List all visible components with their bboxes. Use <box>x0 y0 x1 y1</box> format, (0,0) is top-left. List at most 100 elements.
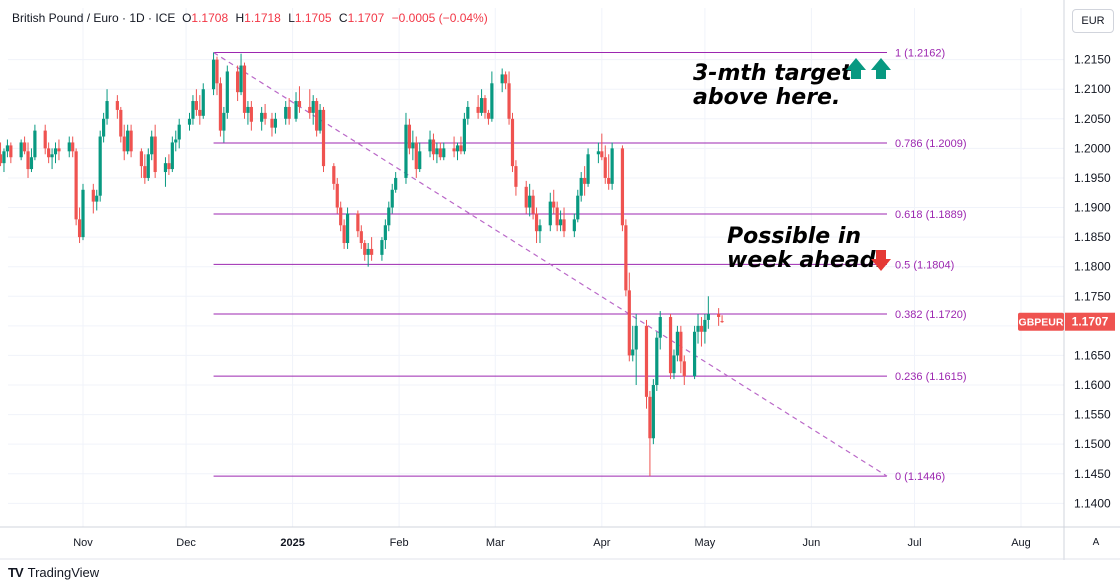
candle-body[interactable] <box>510 118 515 167</box>
candle-body[interactable] <box>222 112 226 131</box>
candle-body[interactable] <box>634 325 638 350</box>
candle-body[interactable] <box>717 314 721 317</box>
candle-body[interactable] <box>153 136 157 173</box>
candle-body[interactable] <box>0 154 3 164</box>
candle-body[interactable] <box>600 151 604 158</box>
candle-body[interactable] <box>332 166 336 184</box>
candle-body[interactable] <box>479 98 484 113</box>
candle-body[interactable] <box>380 240 384 255</box>
candle-body[interactable] <box>648 396 652 439</box>
candle-body[interactable] <box>57 148 61 152</box>
candle-body[interactable] <box>483 98 487 113</box>
candle-body[interactable] <box>672 355 676 374</box>
candle-body[interactable] <box>356 213 360 232</box>
candle-body[interactable] <box>146 154 150 178</box>
candle-body[interactable] <box>239 65 243 93</box>
candle-body[interactable] <box>33 130 37 158</box>
candle-body[interactable] <box>47 148 51 158</box>
candle-body[interactable] <box>43 130 47 149</box>
candle-body[interactable] <box>126 130 130 152</box>
candle-body[interactable] <box>404 124 408 178</box>
candle-body[interactable] <box>170 142 174 170</box>
candle-body[interactable] <box>74 151 78 220</box>
candle-body[interactable] <box>311 101 315 113</box>
candle-body[interactable] <box>260 112 264 122</box>
candle-body[interactable] <box>91 189 95 202</box>
candle-body[interactable] <box>81 189 85 238</box>
candle-body[interactable] <box>163 163 168 173</box>
candle-body[interactable] <box>720 321 724 323</box>
candle-body[interactable] <box>699 325 704 332</box>
candle-body[interactable] <box>321 109 326 167</box>
candle-body[interactable] <box>531 195 535 214</box>
branding[interactable]: TV TradingView <box>8 565 99 580</box>
candle-body[interactable] <box>552 201 556 208</box>
candle-body[interactable] <box>9 145 13 158</box>
trendline[interactable] <box>213 52 888 477</box>
candle-body[interactable] <box>524 186 528 208</box>
candle-body[interactable] <box>22 142 27 152</box>
candle-body[interactable] <box>177 124 181 140</box>
candle-body[interactable] <box>29 157 34 170</box>
candle-body[interactable] <box>387 207 391 226</box>
candle-body[interactable] <box>679 331 683 362</box>
candle-body[interactable] <box>198 109 202 116</box>
candle-body[interactable] <box>462 118 466 152</box>
candle-body[interactable] <box>466 106 470 119</box>
candle-body[interactable] <box>452 148 456 152</box>
candle-body[interactable] <box>528 195 532 208</box>
candle-body[interactable] <box>668 316 673 374</box>
candle-body[interactable] <box>558 219 563 226</box>
candle-body[interactable] <box>174 139 178 143</box>
candle-body[interactable] <box>486 112 491 119</box>
candle-body[interactable] <box>548 201 552 226</box>
candle-body[interactable] <box>555 207 559 226</box>
candle-body[interactable] <box>236 71 240 93</box>
candle-body[interactable] <box>242 65 247 113</box>
candle-body[interactable] <box>607 177 611 184</box>
candle-body[interactable] <box>418 151 422 170</box>
candle-body[interactable] <box>507 83 511 119</box>
candle-body[interactable] <box>315 101 319 131</box>
candle-body[interactable] <box>438 148 442 158</box>
candle-body[interactable] <box>308 106 312 113</box>
candle-body[interactable] <box>534 213 539 232</box>
candle-body[interactable] <box>26 151 30 170</box>
candle-body[interactable] <box>428 139 432 152</box>
candle-body[interactable] <box>270 118 274 128</box>
candle-body[interactable] <box>442 148 446 158</box>
candle-body[interactable] <box>359 231 363 244</box>
candle-body[interactable] <box>263 112 267 119</box>
candle-body[interactable] <box>119 109 123 137</box>
candle-body[interactable] <box>294 101 298 119</box>
candle-body[interactable] <box>187 118 192 125</box>
candle-body[interactable] <box>576 195 580 220</box>
candle-body[interactable] <box>596 151 600 155</box>
candle-body[interactable] <box>67 142 71 152</box>
candle-body[interactable] <box>658 316 662 338</box>
candle-body[interactable] <box>211 59 216 90</box>
candle-body[interactable] <box>655 337 659 386</box>
candle-body[interactable] <box>500 74 504 84</box>
candle-body[interactable] <box>218 83 223 131</box>
candle-body[interactable] <box>414 142 418 170</box>
candle-body[interactable] <box>201 89 205 116</box>
auto-scale-button[interactable]: A <box>1092 537 1100 548</box>
candle-body[interactable] <box>682 361 686 377</box>
candle-body[interactable] <box>249 106 253 122</box>
candle-body[interactable] <box>129 130 133 152</box>
candle-body[interactable] <box>105 101 109 119</box>
candle-body[interactable] <box>284 106 288 119</box>
candle-body[interactable] <box>586 154 590 184</box>
candle-body[interactable] <box>167 163 171 170</box>
candle-body[interactable] <box>455 145 460 152</box>
candle-body[interactable] <box>297 101 302 107</box>
candlestick-series[interactable] <box>0 52 724 477</box>
candle-body[interactable] <box>490 83 494 119</box>
candle-body[interactable] <box>102 118 106 137</box>
candle-body[interactable] <box>624 225 628 291</box>
candle-body[interactable] <box>98 136 102 196</box>
candle-body[interactable] <box>366 248 370 255</box>
